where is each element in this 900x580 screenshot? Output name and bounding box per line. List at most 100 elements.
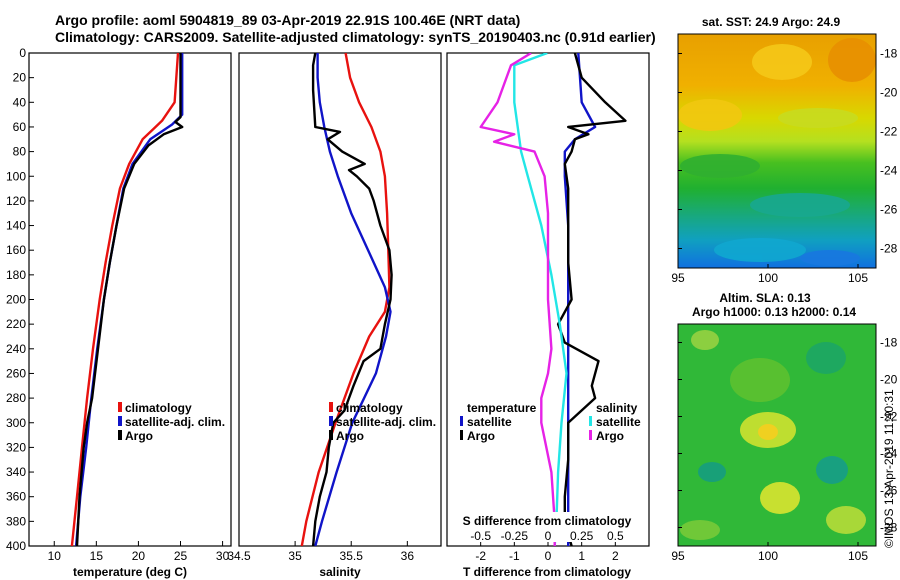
depth-tick-label: 120 (6, 194, 26, 208)
sla-map-texture (680, 330, 866, 540)
depth-tick-label: 300 (6, 416, 26, 430)
sla-map-title-1: Altim. SLA: 0.13 (719, 291, 811, 305)
lat-tick-label: -26 (880, 484, 898, 498)
lat-tick-label: -20 (880, 373, 898, 387)
series-line-climatology (300, 53, 391, 546)
salinity-axes-frame (238, 52, 442, 547)
lon-tick-label: 105 (848, 271, 868, 285)
legend-climatology: climatology (125, 401, 192, 415)
depth-tick-label: 280 (6, 391, 26, 405)
legend-swatch-satellite (118, 416, 122, 426)
sst-hot-patch (828, 38, 876, 82)
sst-map-title: sat. SST: 24.9 Argo: 24.9 (702, 15, 841, 29)
legend-swatch-s-argo (589, 430, 592, 440)
series-line-argo (75, 53, 184, 546)
lat-tick-label: -22 (880, 125, 898, 139)
depth-tick-label: 180 (6, 268, 26, 282)
lat-tick-label: -24 (880, 164, 898, 178)
temperature-xlabel: temperature (deg C) (73, 565, 187, 579)
legend-t-satellite: satellite (467, 415, 512, 429)
x-tick-label: 0 (545, 549, 552, 563)
legend-t-argo: Argo (467, 429, 495, 443)
sla-peak-patch (758, 424, 778, 440)
x-tick-label: 35.5 (340, 549, 364, 563)
difference-panel: -2 -1 0 1 2 T difference from climatology S … (446, 52, 650, 579)
depth-tick-label: 260 (6, 366, 26, 380)
x-tick-label: 25 (174, 549, 188, 563)
depth-tick-label: 40 (13, 95, 27, 109)
sst-warm-patch (752, 44, 812, 80)
depth-tick-label: 340 (6, 465, 26, 479)
lat-tick-label: -28 (880, 242, 898, 256)
s-difference-tick-label: -0.5 (470, 529, 491, 543)
sla-map-frame (677, 323, 877, 547)
x-tick-label: -1 (509, 549, 520, 563)
sst-map-frame (677, 33, 877, 269)
depth-tick-label: 20 (13, 71, 27, 85)
legend-title-salinity: salinity (596, 401, 638, 415)
sst-map-texture (678, 38, 876, 266)
lat-tick-label: -24 (880, 447, 898, 461)
temperature-lines (70, 53, 184, 546)
depth-tick-label: 240 (6, 342, 26, 356)
series-line-climatology (70, 53, 180, 546)
temperature-x-axis: 10 15 20 25 30 (48, 541, 230, 563)
sla-teal-patch (806, 342, 846, 374)
depth-tick-label: 360 (6, 490, 26, 504)
lat-tick-label: -26 (880, 203, 898, 217)
sla-map-lon-axis: 95 100 105 (671, 542, 868, 563)
sst-map-lon-axis: 95 100 105 (671, 264, 868, 285)
sla-light-patch (680, 520, 720, 540)
lon-tick-label: 95 (671, 271, 685, 285)
x-tick-label: -2 (475, 549, 486, 563)
sla-teal-patch (816, 456, 848, 484)
legend-argo: Argo (125, 429, 153, 443)
temperature-legend: climatology satellite-adj. clim. Argo (118, 401, 225, 443)
series-line-satellite-adj-clim- (314, 53, 392, 546)
s-difference-xlabel: S difference from climatology (463, 514, 632, 528)
depth-tick-label: 140 (6, 219, 26, 233)
lat-tick-label: -20 (880, 86, 898, 100)
s-difference-axis: S difference from climatology -0.5 -0.25 0… (455, 512, 641, 543)
depth-axis: 0 20 40 60 80 100 120 140 160 180 200 220 240 260 280 3… (6, 46, 451, 553)
sla-map-title-2: Argo h1000: 0.13 h2000: 0.14 (692, 305, 856, 319)
depth-tick-label: 220 (6, 317, 26, 331)
legend-argo: Argo (336, 429, 364, 443)
sla-light-patch (826, 506, 866, 534)
depth-tick-label: 380 (6, 514, 26, 528)
temperature-axes-frame (28, 52, 232, 547)
legend-swatch-argo (329, 430, 333, 440)
x-tick-label: 2 (612, 549, 619, 563)
salinity-legend: climatology satellite-adj. clim. Argo (329, 401, 436, 443)
sst-yellow-patch (778, 108, 858, 128)
depth-tick-label: 320 (6, 440, 26, 454)
legend-swatch-climatology (118, 402, 122, 412)
lat-tick-label: -18 (880, 336, 898, 350)
sla-yellow-patch (760, 482, 800, 514)
depth-tick-label: 60 (13, 120, 27, 134)
legend-s-satellite: satellite (596, 415, 641, 429)
x-tick-label: 15 (90, 549, 104, 563)
lon-tick-label: 100 (758, 271, 778, 285)
sst-warm-patch (678, 99, 742, 131)
s-difference-tick-label: 0 (545, 529, 552, 543)
lon-tick-label: 105 (848, 549, 868, 563)
series-line-t-argo (556, 53, 627, 546)
depth-tick-label: 400 (6, 539, 26, 553)
legend-swatch-t-satellite (460, 416, 463, 426)
sla-light-patch (691, 330, 719, 350)
sst-map: sat. SST: 24.9 Argo: 24.9 -18 -20 -22 -24 -2… (671, 15, 897, 285)
lon-tick-label: 95 (671, 549, 685, 563)
depth-tick-label: 0 (19, 46, 26, 60)
depth-tick-label: 80 (13, 145, 27, 159)
salinity-xlabel: salinity (319, 565, 361, 579)
salinity-panel: 34.5 35 35.5 36 salinity climatology satell… (227, 52, 442, 579)
sst-map-lat-axis: -18 -20 -22 -24 -26 -28 (678, 47, 898, 256)
legend-s-argo: Argo (596, 429, 624, 443)
lat-tick-label: -22 (880, 410, 898, 424)
s-difference-ticks: -0.5 -0.25 0 0.25 0.5 (470, 529, 624, 543)
x-tick-label: 20 (132, 549, 146, 563)
lon-tick-label: 100 (758, 549, 778, 563)
depth-tick-label: 200 (6, 293, 26, 307)
